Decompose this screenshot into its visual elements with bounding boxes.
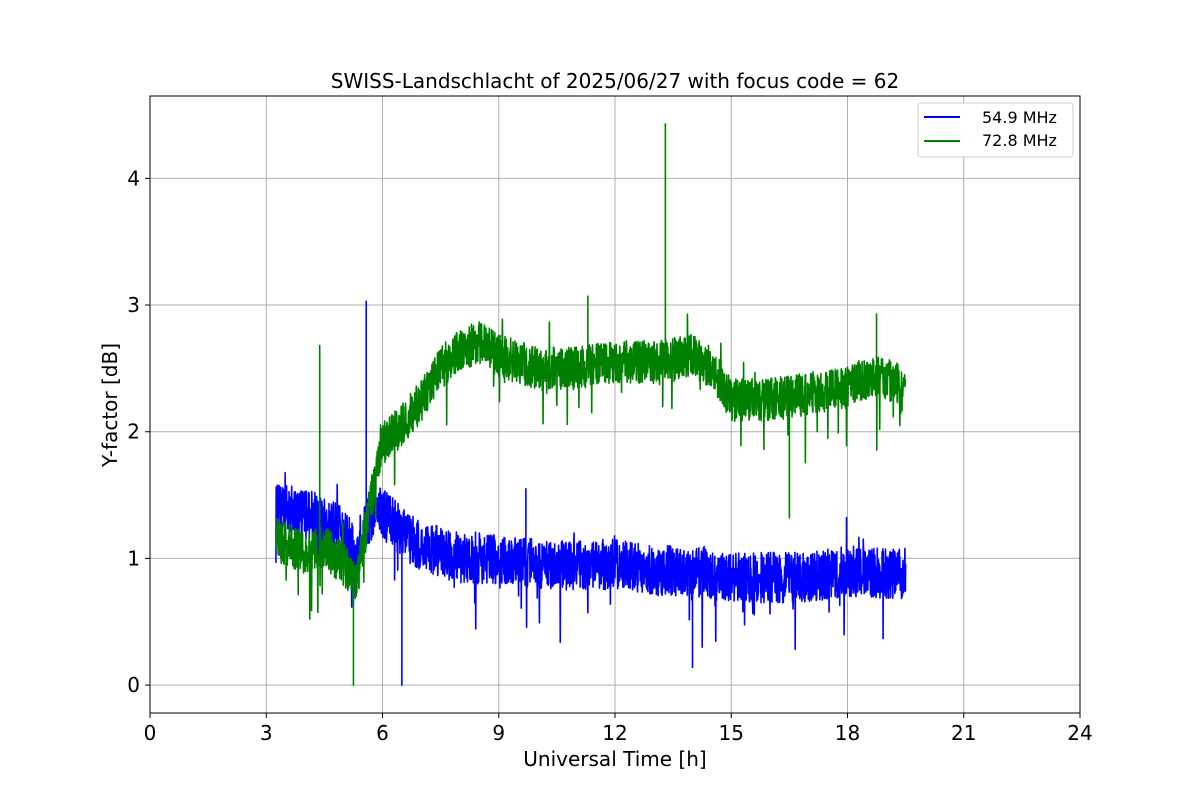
x-tick-label: 21 (951, 721, 976, 745)
y-tick-label: 4 (127, 166, 140, 190)
series-line-54-9-mhz (275, 300, 907, 686)
x-tick-label: 9 (492, 721, 505, 745)
y-tick-label: 2 (127, 420, 140, 444)
y-tick-label: 1 (127, 546, 140, 570)
legend: 54.9 MHz 72.8 MHz (917, 102, 1074, 158)
legend-label-72-8-mhz: 72.8 MHz (982, 131, 1057, 150)
x-tick-label: 24 (1067, 721, 1092, 745)
x-tick-label: 3 (260, 721, 273, 745)
legend-label-54-9-mhz: 54.9 MHz (982, 108, 1057, 127)
x-tick-label: 15 (719, 721, 744, 745)
y-tick-label: 0 (127, 673, 140, 697)
y-axis-label: Y-factor [dB] (98, 343, 122, 468)
series-line-72-8-mhz (275, 123, 907, 686)
x-axis-label: Universal Time [h] (523, 747, 706, 771)
x-tick-label: 18 (835, 721, 860, 745)
series-lines (275, 123, 907, 686)
x-axis-ticks: 0 3 6 9 12 15 18 21 24 (144, 713, 1093, 745)
x-tick-label: 12 (602, 721, 627, 745)
x-tick-label: 6 (376, 721, 389, 745)
y-axis-ticks: 0 1 2 3 4 (127, 166, 150, 697)
chart-title: SWISS-Landschlacht of 2025/06/27 with fo… (331, 69, 899, 93)
x-tick-label: 0 (144, 721, 157, 745)
y-tick-label: 3 (127, 293, 140, 317)
